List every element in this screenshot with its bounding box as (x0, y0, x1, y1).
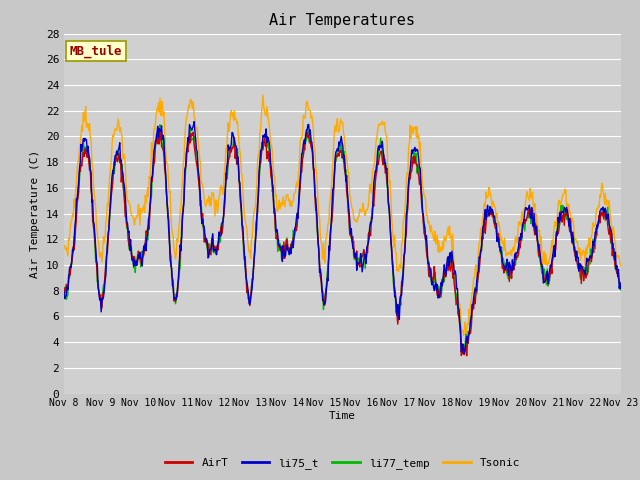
Legend: AirT, li75_t, li77_temp, Tsonic: AirT, li75_t, li77_temp, Tsonic (160, 453, 525, 473)
Y-axis label: Air Temperature (C): Air Temperature (C) (30, 149, 40, 278)
Text: MB_tule: MB_tule (70, 44, 122, 58)
X-axis label: Time: Time (329, 411, 356, 421)
Title: Air Temperatures: Air Temperatures (269, 13, 415, 28)
